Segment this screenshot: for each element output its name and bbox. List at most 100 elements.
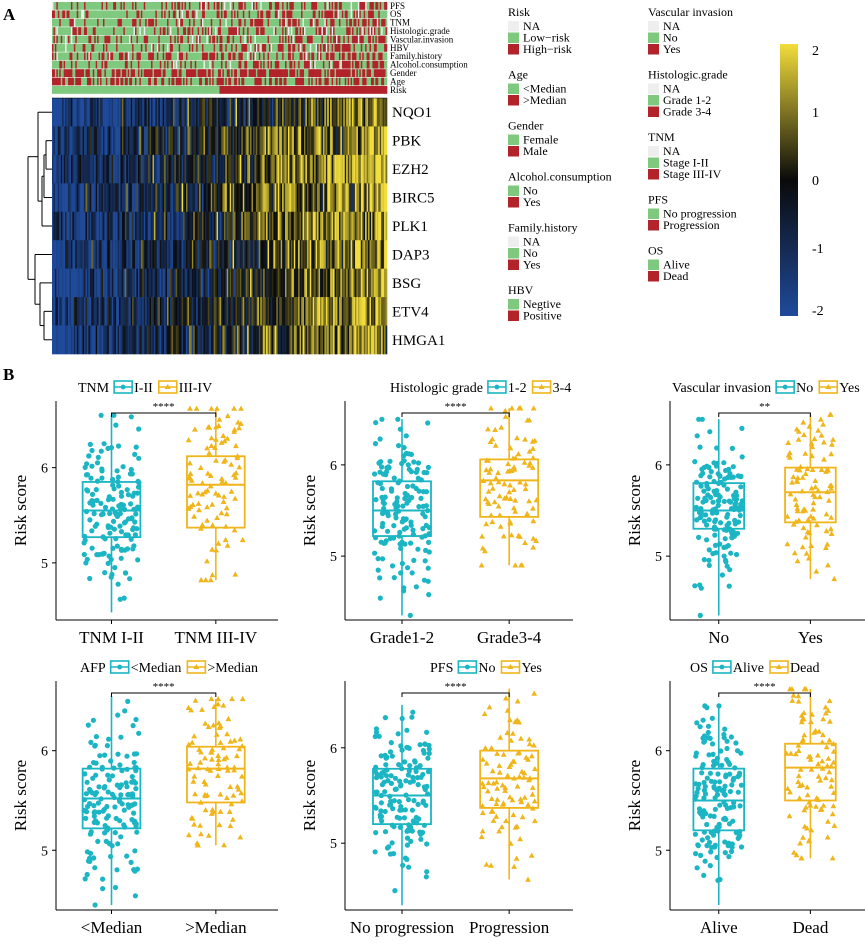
annotation-cell — [183, 2, 185, 10]
heatmap-cell — [124, 325, 127, 355]
annotation-cell — [219, 10, 222, 19]
annotation-cell — [340, 27, 343, 35]
annotation-cell — [253, 35, 255, 44]
annotation-cell — [264, 35, 267, 44]
heatmap-cell — [381, 240, 383, 269]
heatmap-cell — [81, 98, 83, 127]
annotation-cell — [296, 10, 299, 19]
heatmap-cell — [232, 126, 235, 156]
annotation-cell — [78, 86, 80, 94]
annotation-cell — [376, 18, 379, 27]
annotation-cell — [123, 10, 126, 19]
annotation-cell — [352, 44, 354, 52]
annotation-cell — [153, 18, 156, 27]
annotation-cell — [151, 18, 153, 27]
heatmap-cell — [356, 183, 359, 213]
annotation-cell — [261, 10, 264, 19]
annotation-cell — [215, 18, 217, 27]
colorbar-tick: -2 — [812, 304, 824, 319]
annotation-cell — [239, 10, 242, 19]
heatmap-cell — [145, 325, 147, 355]
annotation-cell — [59, 27, 62, 35]
heatmap-cell — [181, 211, 184, 241]
annotation-cell — [282, 2, 284, 10]
heatmap-cell — [234, 268, 236, 298]
heatmap-cell — [260, 297, 263, 326]
annotation-cell — [188, 35, 191, 44]
heatmap-cell — [210, 268, 213, 298]
heatmap-cell — [145, 126, 147, 156]
annotation-cell — [65, 69, 67, 77]
heatmap-cell — [97, 240, 99, 269]
annotation-cell — [269, 10, 271, 19]
heatmap-cell — [306, 183, 309, 213]
heatmap-cell — [305, 98, 308, 127]
heatmap-cell — [105, 183, 108, 213]
annotation-cell — [188, 86, 191, 94]
annotation-cell — [135, 69, 137, 77]
data-point — [118, 555, 124, 561]
annotation-cell — [295, 69, 297, 77]
annotation-cell — [376, 69, 379, 77]
heatmap-cell — [239, 325, 242, 355]
heatmap-cell — [216, 183, 219, 213]
heatmap-cell — [244, 183, 247, 213]
annotation-cell — [75, 52, 78, 61]
annotation-cell — [197, 60, 200, 69]
heatmap-cell — [199, 211, 201, 241]
annotation-cell — [65, 86, 67, 94]
annotation-cell — [159, 44, 162, 52]
data-point — [238, 405, 244, 411]
heatmap-cell — [236, 126, 239, 156]
heatmap-cell — [105, 297, 108, 326]
heatmap-cell — [124, 154, 127, 184]
annotation-cell — [172, 60, 175, 69]
annotation-cell — [193, 60, 196, 69]
heatmap-cell — [86, 211, 89, 241]
heatmap-cell — [285, 154, 287, 184]
data-point — [133, 511, 139, 517]
annotation-cell — [354, 52, 357, 61]
annotation-cell — [81, 27, 83, 35]
annotation-cell — [311, 44, 314, 52]
annotation-cell — [63, 18, 66, 27]
heatmap-cell — [116, 240, 118, 269]
heatmap-cell — [123, 240, 126, 269]
annotation-cell — [120, 2, 123, 10]
annotation-cell — [197, 52, 200, 61]
heatmap-cell — [72, 98, 75, 127]
annotation-cell — [216, 52, 219, 61]
annotation-cell — [296, 2, 299, 10]
annotation-cell — [186, 10, 188, 19]
annotation-cell — [321, 2, 324, 10]
annotation-cell — [362, 69, 364, 77]
heatmap-cell — [145, 183, 147, 213]
heatmap-cell — [204, 154, 207, 184]
heatmap-cell — [253, 98, 255, 127]
annotation-cell — [250, 69, 252, 77]
heatmap-cell — [68, 211, 70, 241]
heatmap-cell — [362, 98, 364, 127]
heatmap-cell — [341, 98, 344, 127]
data-point — [136, 455, 142, 461]
annotation-cell — [354, 35, 357, 44]
heatmap-cell — [282, 154, 284, 184]
annotation-cell — [315, 44, 318, 52]
annotation-cell — [322, 52, 325, 61]
heatmap-cell — [215, 297, 217, 326]
annotation-cell — [89, 69, 92, 77]
heatmap-cell — [346, 98, 348, 127]
annotation-cell — [129, 86, 131, 94]
annotation-cell — [72, 86, 75, 94]
data-point — [115, 479, 121, 485]
heatmap-cell — [123, 154, 126, 184]
annotation-cell — [372, 35, 375, 44]
annotation-cell — [376, 52, 379, 61]
heatmap-cell — [62, 240, 64, 269]
annotation-cell — [289, 2, 292, 10]
heatmap-cell — [370, 211, 373, 241]
heatmap-cell — [375, 126, 378, 156]
heatmap-cell — [65, 154, 67, 184]
annotation-cell — [231, 2, 233, 10]
heatmap-cell — [282, 183, 284, 213]
